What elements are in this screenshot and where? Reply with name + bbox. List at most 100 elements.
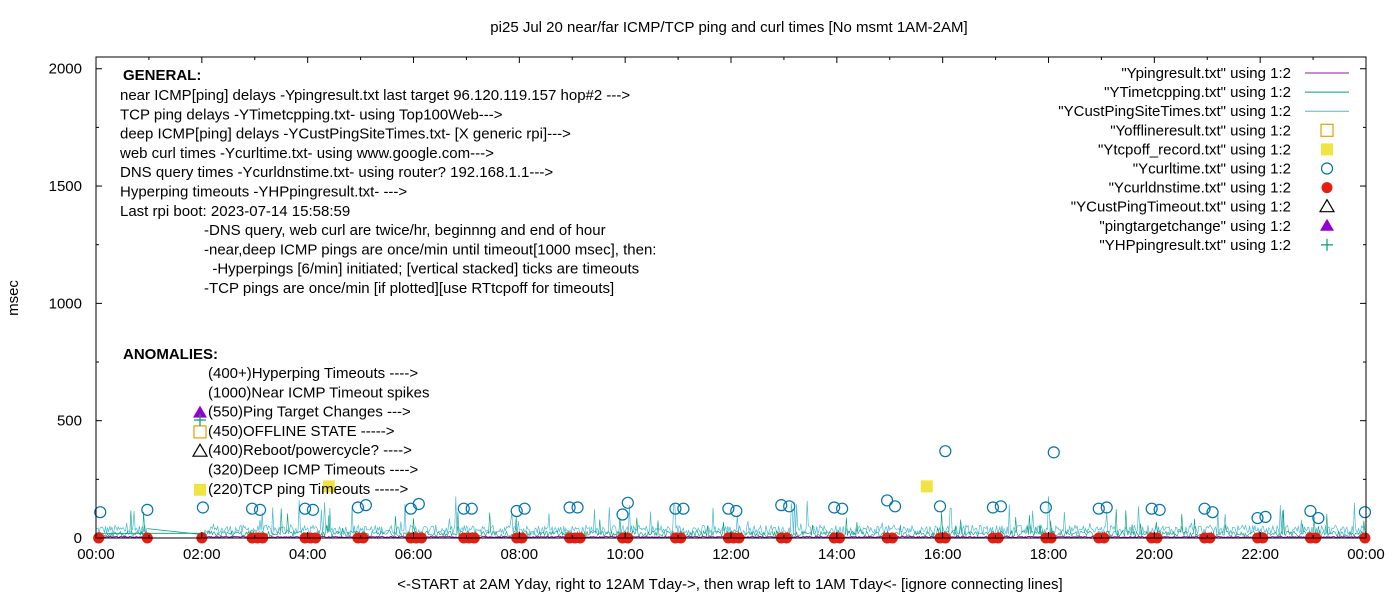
x-tick-label: 12:00 (712, 546, 750, 563)
y-tick-label: 1500 (49, 178, 82, 195)
legend-label: "YTimetcpping.txt" using 1:2 (1104, 84, 1291, 101)
legend-marker (1318, 198, 1336, 213)
general-heading: GENERAL: (123, 67, 201, 84)
general-note-line: deep ICMP[ping] delays -YCustPingSiteTim… (120, 126, 571, 143)
anomalies-heading: ANOMALIES: (123, 346, 218, 363)
data-point-open-circle (939, 445, 952, 458)
anomaly-line: (220)TCP ping Timeouts -----> (208, 481, 408, 498)
data-point-open-circle (351, 501, 365, 514)
chart-title: pi25 Jul 20 near/far ICMP/TCP ping and c… (490, 19, 967, 36)
data-point-open-circle (1039, 501, 1052, 514)
data-point-open-circle (404, 502, 417, 515)
data-point-filled-square (322, 480, 335, 493)
data-point-open-circle (563, 501, 576, 514)
data-point-open-circle (621, 496, 634, 509)
x-axis-label: <-START at 2AM Yday, right to 12AM Tday-… (397, 576, 1062, 593)
data-point-open-circle (465, 502, 478, 515)
data-point-open-circle (994, 500, 1007, 513)
anomaly-line: (400+)Hyperping Timeouts ----> (208, 365, 418, 382)
general-note-line: Last rpi boot: 2023-07-14 15:58:59 (120, 203, 350, 220)
legend-marker (1320, 218, 1334, 231)
y-tick-label: 1000 (49, 295, 82, 312)
data-point-open-circle (1358, 506, 1372, 519)
legend-label: "YCustPingSiteTimes.txt" using 1:2 (1058, 103, 1291, 120)
connecting-line (147, 528, 202, 535)
x-axis-ticks: 00:00 02:00 04:00 06:00 08:00 10:00 12:00 14:00… (77, 57, 1385, 563)
legend-label: "Yofflineresult.txt" using 1:2 (1110, 122, 1291, 139)
data-point-open-circle (306, 503, 320, 516)
general-note-indented-line: -near,deep ICMP pings are once/min until… (204, 241, 656, 258)
anomalies-notes: ANOMALIES: (400+)Hyperping Timeouts ---->… (123, 346, 429, 498)
data-point-open-circle (828, 501, 841, 514)
data-point-open-circle (1153, 503, 1166, 516)
general-note-indented-line: -Hyperpings [6/min] initiated; [vertical… (204, 261, 639, 278)
data-point-open-circle (730, 504, 743, 518)
data-point-open-circle (1312, 511, 1325, 525)
data-point-open-circle (571, 501, 584, 514)
general-notes: GENERAL: near ICMP[ping] delays -Ypingres… (119, 67, 656, 297)
x-tick-label: 04:00 (289, 546, 327, 563)
x-tick-label: 20:00 (1136, 546, 1174, 563)
y-tick-label: 500 (57, 413, 82, 430)
legend-label: "pingtargetchange" using 1:2 (1099, 218, 1291, 235)
general-note-line: TCP ping delays -YTimetcpping.txt- using… (120, 106, 503, 123)
data-point-open-circle (1100, 501, 1113, 514)
data-point-open-circle (510, 504, 523, 518)
anomaly-marker (191, 443, 209, 457)
legend-label: "Ytcpoff_record.txt" using 1:2 (1098, 141, 1291, 158)
data-point-open-circle (412, 497, 425, 511)
x-tick-label: 10:00 (606, 546, 644, 563)
x-tick-label: 00:00 (1347, 546, 1385, 563)
y-axis-ticks: 0 500 1000 1500 2000 (49, 61, 1366, 547)
x-tick-label: 18:00 (1030, 546, 1068, 563)
data-point-open-circle (246, 502, 259, 515)
data-point-open-circle (888, 500, 902, 513)
data-point-filled-square (920, 480, 933, 493)
data-point-open-circle (669, 502, 682, 515)
data-point-open-circle (1092, 502, 1105, 515)
data-point-open-circle (881, 494, 894, 507)
data-point-open-circle (253, 503, 267, 516)
anomaly-marker (193, 425, 207, 439)
data-point-open-circle (783, 500, 796, 513)
general-note-line: web curl times -Ycurltime.txt- using www… (119, 145, 494, 162)
anomaly-line: (550)Ping Target Changes ---> (208, 404, 411, 421)
legend-label: "Ypingresult.txt" using 1:2 (1121, 65, 1291, 82)
data-point-open-circle (518, 502, 531, 515)
x-tick-label: 22:00 (1241, 546, 1279, 563)
legend-label: "Ycurldnstime.txt" using 1:2 (1109, 180, 1291, 197)
data-point-open-circle (141, 503, 154, 516)
x-tick-label: 16:00 (924, 546, 962, 563)
data-point-open-circle (94, 506, 107, 519)
x-tick-label: 06:00 (395, 546, 433, 563)
data-point-open-circle (616, 508, 629, 521)
anomaly-line: (320)Deep ICMP Timeouts ----> (208, 462, 418, 479)
data-point-open-circle (1304, 504, 1317, 518)
legend-label: "YHPpingresult.txt" using 1:2 (1099, 237, 1291, 254)
data-point-open-circle (775, 499, 788, 512)
data-point-open-circle (677, 502, 690, 515)
data-point-open-circle (1145, 502, 1158, 515)
legend-label: "YCustPingTimeout.txt" using 1:2 (1071, 199, 1291, 216)
data-point-open-circle (1047, 446, 1060, 459)
data-point-open-circle (359, 499, 372, 512)
data-point-open-circle (457, 502, 470, 515)
legend: "Ypingresult.txt" using 1:2 "YTimetcpping… (1058, 65, 1349, 254)
data-point-open-circle (1251, 511, 1264, 525)
y-tick-label: 0 (74, 530, 82, 547)
y-tick-label: 2000 (49, 61, 82, 78)
general-note-line: DNS query times -Ycurldnstime.txt- using… (120, 164, 553, 181)
anomaly-line: (400)Reboot/powercycle? ----> (208, 442, 412, 459)
anomaly-marker-plus (194, 414, 206, 426)
x-tick-label: 00:00 (77, 546, 115, 563)
data-point-open-circle (196, 501, 209, 514)
general-note-indented-line: -DNS query, web curl are twice/hr, begin… (204, 222, 606, 239)
legend-marker (1321, 238, 1333, 251)
legend-marker (1321, 182, 1333, 194)
data-point-open-circle (836, 502, 849, 515)
legend-label: "Ycurltime.txt" using 1:2 (1133, 161, 1291, 178)
data-point-open-circle (933, 500, 947, 513)
data-point-open-circle (986, 501, 1000, 514)
data-point-open-circle (1198, 502, 1211, 515)
